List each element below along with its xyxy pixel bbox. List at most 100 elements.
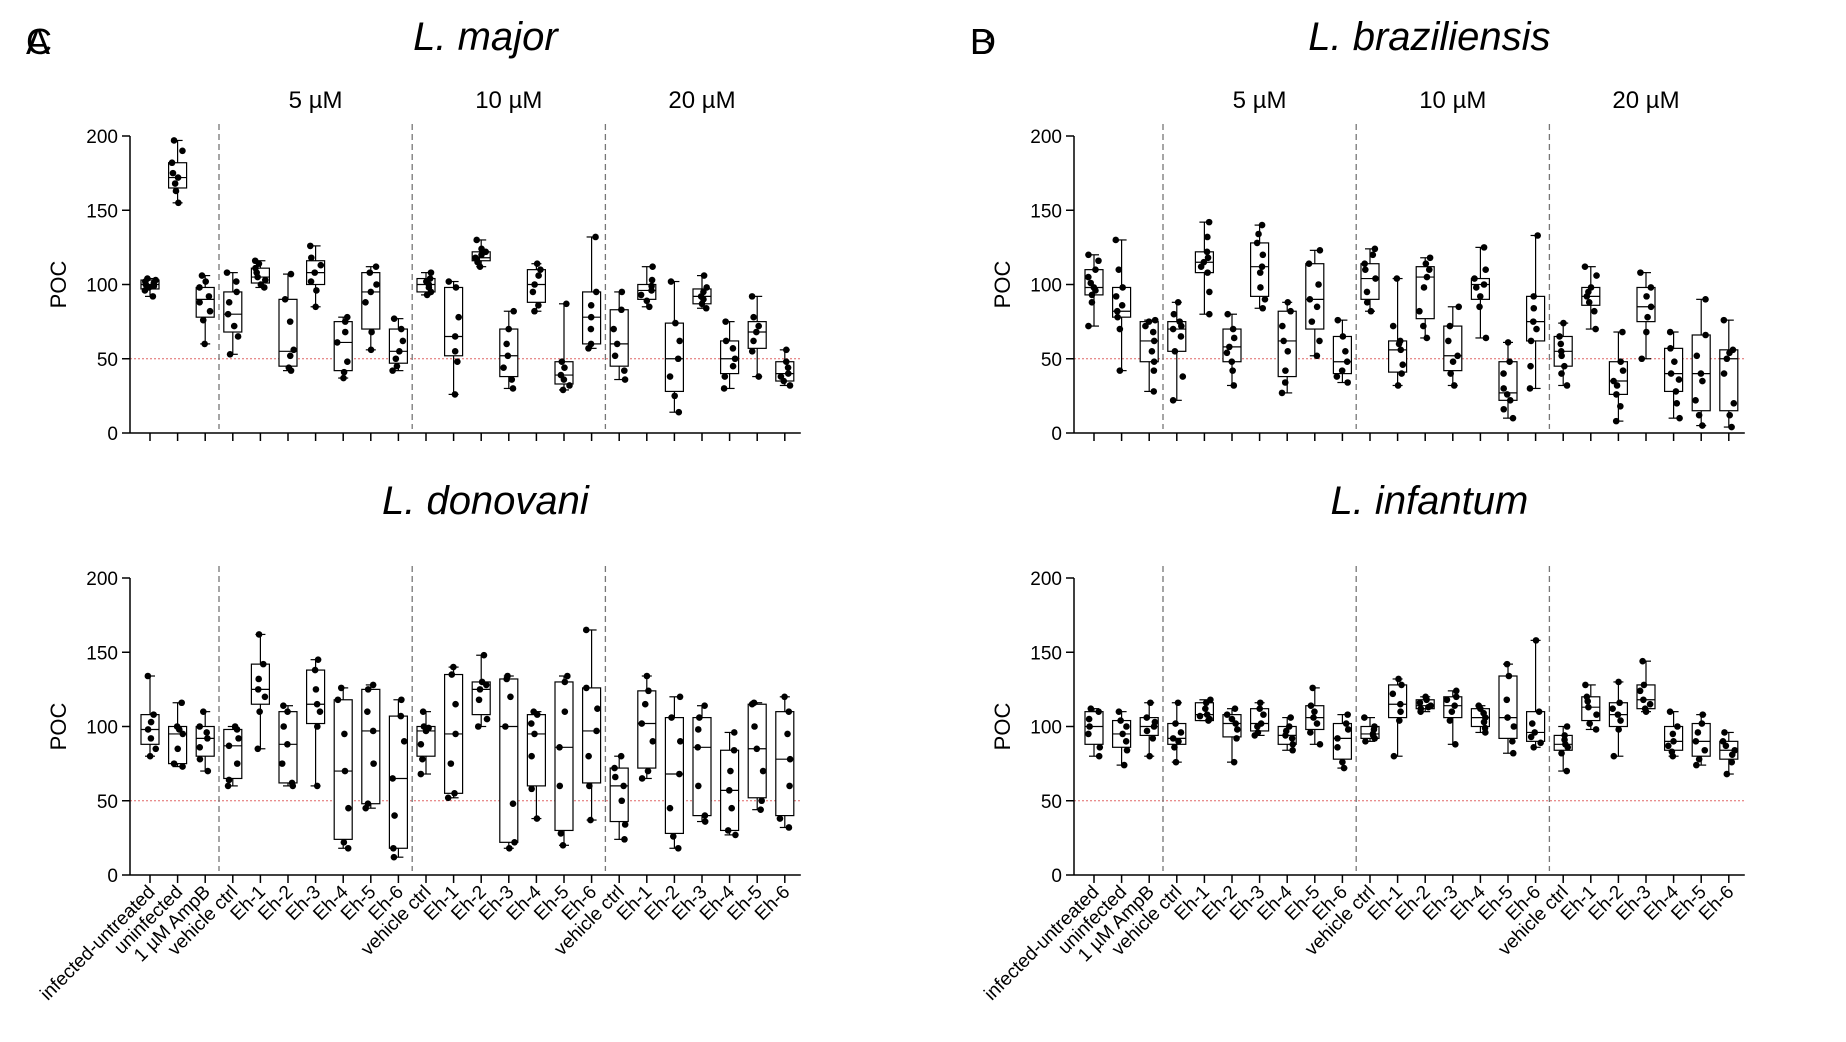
box-iqr: [1525, 295, 1546, 342]
data-point: [280, 702, 287, 710]
data-point: [621, 376, 629, 383]
data-point: [1175, 738, 1182, 745]
y-tick-label: 150: [86, 643, 118, 664]
data-point: [417, 741, 425, 748]
data-point: [451, 790, 458, 797]
data-point: [592, 233, 599, 241]
box-iqr: [1277, 310, 1297, 378]
data-point: [1723, 770, 1731, 778]
box-11: [1360, 245, 1380, 441]
data-point: [694, 743, 702, 751]
box-14: [1443, 303, 1463, 441]
box-5: [1194, 218, 1214, 441]
data-point: [1701, 746, 1709, 754]
data-point: [390, 315, 398, 322]
data-point: [1278, 389, 1286, 397]
data-point: [1563, 382, 1571, 389]
data-point: [452, 700, 459, 708]
data-point: [1610, 752, 1618, 760]
data-point: [1334, 735, 1341, 742]
data-point: [781, 693, 788, 701]
data-point: [1422, 260, 1430, 268]
data-point: [147, 735, 155, 742]
data-point: [721, 373, 729, 380]
data-point: [695, 782, 702, 790]
data-point: [475, 696, 483, 704]
data-point: [503, 340, 510, 348]
data-point: [1288, 735, 1296, 742]
data-point: [1640, 681, 1648, 689]
y-axis-title: POC: [46, 703, 71, 751]
data-point: [637, 291, 645, 299]
data-point: [1363, 288, 1371, 296]
data-point: [750, 337, 757, 345]
data-point: [313, 782, 321, 790]
data-point: [287, 270, 295, 278]
data-point: [1256, 269, 1264, 276]
data-point: [504, 352, 512, 360]
data-point: [1369, 251, 1377, 259]
data-point: [1371, 723, 1378, 730]
data-point: [1150, 337, 1158, 345]
data-point: [753, 745, 761, 753]
data-point: [1561, 362, 1568, 370]
data-point: [235, 735, 242, 742]
data-point: [1668, 748, 1676, 756]
data-point: [758, 797, 765, 805]
box-19: [637, 263, 657, 441]
data-point: [1527, 733, 1535, 741]
y-tick-label: 200: [86, 127, 118, 148]
box-14: [499, 307, 519, 441]
data-point: [288, 779, 296, 787]
data-point: [369, 727, 377, 735]
data-point: [1372, 275, 1379, 282]
data-point: [621, 821, 629, 828]
data-point: [1113, 307, 1121, 315]
data-point: [667, 278, 675, 285]
data-point: [334, 696, 342, 704]
data-point: [1223, 711, 1231, 718]
data-point: [587, 325, 595, 333]
data-point: [144, 726, 152, 733]
data-point: [1149, 735, 1157, 742]
data-point: [504, 672, 511, 680]
data-point: [1613, 391, 1620, 398]
data-point: [675, 408, 683, 416]
data-point: [533, 260, 541, 268]
data-point: [225, 742, 233, 750]
panel-c: CL. donovani050100150200POCinfected-untr…: [26, 21, 801, 1005]
data-point: [674, 844, 682, 852]
data-point: [1310, 714, 1317, 721]
data-point: [750, 699, 758, 707]
data-point: [1095, 257, 1102, 265]
data-point: [1643, 328, 1650, 336]
data-point: [1695, 411, 1703, 419]
y-tick-label: 200: [86, 569, 118, 590]
box-23: [747, 293, 767, 441]
box-12: [444, 278, 464, 441]
data-point: [1451, 702, 1458, 710]
data-point: [1527, 362, 1534, 370]
data-point: [1510, 723, 1518, 730]
box-10: [1332, 316, 1352, 441]
box-23: [1691, 296, 1711, 441]
data-point: [1260, 711, 1267, 718]
data-point: [1534, 232, 1541, 239]
data-point: [1169, 325, 1177, 333]
data-point: [451, 348, 459, 355]
data-point: [583, 684, 590, 692]
data-point: [311, 269, 319, 276]
data-point: [1537, 739, 1544, 747]
data-point: [1637, 269, 1644, 276]
data-point: [509, 800, 517, 808]
data-point: [777, 373, 785, 380]
data-point: [561, 708, 569, 715]
data-point: [748, 293, 756, 300]
data-point: [1169, 397, 1177, 404]
data-point: [648, 276, 656, 284]
data-point: [1664, 742, 1672, 750]
data-point: [748, 348, 756, 355]
data-point: [1669, 730, 1677, 738]
data-point: [1526, 385, 1534, 392]
data-point: [1586, 720, 1593, 727]
